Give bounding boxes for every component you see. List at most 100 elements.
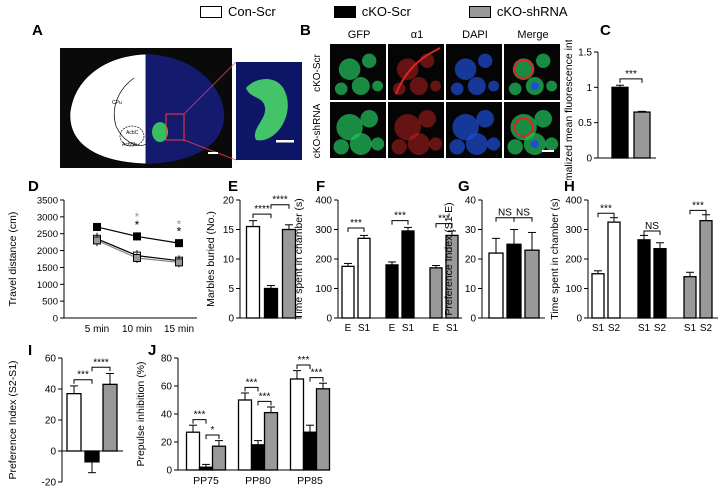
cell-signal — [430, 80, 441, 92]
scale-bar — [542, 150, 554, 152]
panel-letter-e: E — [228, 178, 239, 195]
panel-letter-a: A — [32, 22, 43, 39]
bar — [250, 444, 266, 471]
y-axis-label: Time spent in chamber (s) — [293, 198, 305, 320]
bar — [289, 378, 305, 471]
panel-a-brain-images: CPu AcbC AcbSh — [60, 48, 302, 168]
zoom-box — [165, 113, 185, 141]
row-label: cKO-shRNA — [312, 103, 323, 158]
significance-label: *** — [625, 69, 637, 80]
inset-gfp-signal — [246, 78, 288, 141]
bar — [637, 239, 651, 319]
significance-bracket — [643, 230, 661, 235]
significance-label: **** — [93, 357, 109, 368]
bar — [385, 264, 399, 319]
significance-bracket — [205, 434, 220, 439]
panel-letter-b: B — [300, 22, 311, 39]
y-tick-label: 3500 — [37, 196, 58, 207]
cell-signal — [467, 77, 486, 95]
cell-signal — [487, 137, 501, 151]
y-tick-label: 60 — [161, 382, 173, 393]
cell-signal — [488, 80, 499, 92]
x-tick-label: E — [389, 323, 396, 334]
significance-label: *** — [438, 214, 450, 225]
y-tick-label: 300 — [565, 225, 582, 236]
y-tick-label: 1500 — [37, 263, 58, 274]
legend-swatch-cko-scr — [333, 5, 356, 18]
panel-letter-d: D — [28, 178, 39, 195]
significance-label: *** — [394, 211, 406, 222]
significance-bracket — [252, 213, 272, 219]
cell-signal — [409, 77, 428, 95]
panel-j-chart: 0 20 40 60 80 Prepulse inhibition (%) PP75 PP80… — [135, 354, 331, 487]
cell-signal — [508, 82, 522, 96]
significance-bracket — [619, 78, 643, 83]
legend-item-con-scr: Con-Scr — [200, 4, 276, 19]
atlas-outline — [113, 77, 147, 146]
y-tick-label: 0 — [53, 314, 58, 325]
y-tick-label: 0 — [50, 447, 56, 458]
scale-bar — [276, 140, 294, 143]
significance-label: * — [135, 210, 140, 224]
cell-signal — [478, 53, 493, 68]
x-tick-label: E — [433, 323, 440, 334]
significance-label: *** — [194, 410, 206, 421]
y-axis-label: Preference Index (S2-S1) — [7, 360, 19, 479]
y-tick-label: 40 — [161, 410, 173, 421]
bar — [341, 265, 355, 319]
y-tick-label: 100 — [315, 284, 332, 295]
y-tick-label: 20 — [45, 416, 57, 427]
bar — [66, 393, 82, 452]
cell-signal — [546, 80, 557, 92]
significance-label: NS — [516, 208, 530, 219]
x-tick-label: S1 — [358, 323, 371, 334]
bar — [237, 399, 253, 471]
column-header: α1 — [411, 29, 423, 41]
panel-e-chart: 0 5 10 15 20 Marbles buried (No.) ******** — [205, 195, 302, 325]
bar — [699, 220, 713, 319]
cell-signal — [394, 114, 421, 141]
panel-letter-i: I — [28, 342, 33, 359]
bar — [211, 445, 227, 471]
x-tick-label: S1 — [446, 323, 459, 334]
bar — [633, 111, 651, 159]
cell-signal — [476, 110, 494, 128]
bar — [302, 431, 318, 471]
significance-bracket — [73, 379, 93, 384]
bar — [263, 287, 279, 319]
y-tick-label: 20 — [223, 196, 235, 207]
cell-signal — [336, 114, 363, 141]
y-tick-label: 15 — [223, 225, 235, 236]
x-tick-label: S2 — [654, 323, 667, 334]
x-tick-label: 10 min — [122, 324, 152, 335]
column-header: DAPI — [462, 29, 488, 41]
legend-item-cko-scr: cKO-Scr — [333, 4, 411, 19]
significance-bracket — [597, 212, 615, 218]
significance-label: NS — [645, 221, 659, 232]
cell-signal — [334, 82, 348, 96]
cell-signal — [534, 110, 552, 128]
y-tick-label: 200 — [565, 255, 582, 266]
cell-signal — [536, 53, 551, 68]
y-tick-label: 1.5 — [578, 48, 592, 59]
cell-signal — [507, 139, 523, 155]
data-point — [175, 258, 183, 267]
significance-bracket — [91, 366, 111, 372]
panel-h-chart: 0 100 200 300 400 Time spent in chamber (s) S1… — [549, 196, 718, 334]
y-tick-label: 20 — [161, 438, 173, 449]
significance-label: NS — [498, 208, 512, 219]
micrograph-tile — [388, 102, 444, 158]
cell-signal — [450, 82, 464, 96]
y-axis-label: Preference Index (S1-E) — [443, 202, 455, 315]
y-tick-label: 20 — [465, 255, 477, 266]
y-tick-label: 0 — [228, 314, 234, 325]
significance-bracket — [391, 220, 409, 225]
significance-label: * — [211, 425, 215, 436]
y-tick-label: 80 — [161, 354, 173, 365]
x-tick-label: PP80 — [245, 475, 271, 487]
significance-label: *** — [259, 391, 271, 402]
bar — [263, 411, 279, 471]
cell-signal — [371, 137, 385, 151]
y-tick-label: 5 — [228, 284, 234, 295]
